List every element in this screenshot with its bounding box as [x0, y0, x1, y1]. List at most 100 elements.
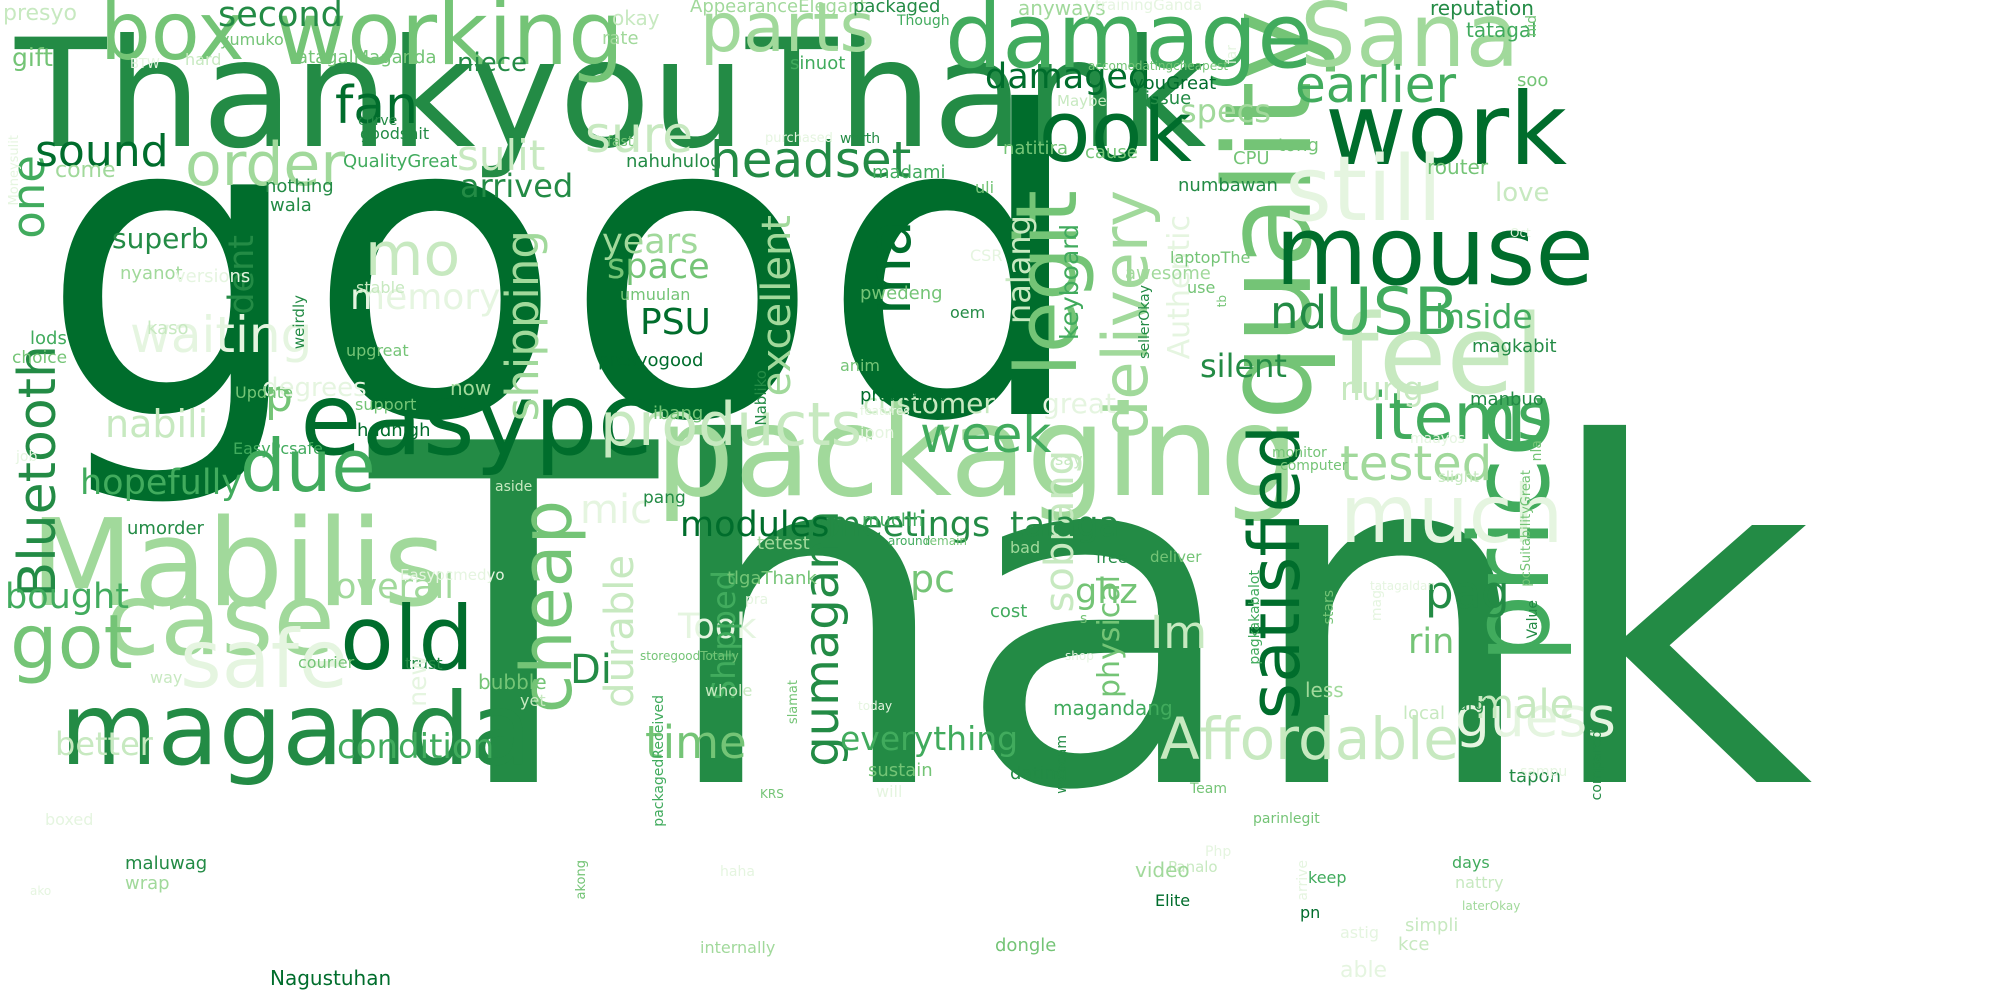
word-mabilis: Mabilis	[30, 495, 446, 634]
word-packaging: packaging	[655, 380, 1300, 525]
word-better: better	[55, 725, 153, 763]
word-tatagaldan: tatagaldan	[1370, 579, 1435, 593]
word-hard: hard	[185, 50, 222, 69]
word-computer: computer	[1280, 458, 1348, 474]
word-tong: tong	[1278, 135, 1319, 156]
word-s: s	[1080, 611, 1088, 627]
word-bluetooth: Bluetooth	[8, 345, 68, 598]
word-sana: Sana	[1300, 0, 1520, 87]
word-yougreat: youGreat	[1133, 73, 1217, 94]
word-pwedeng: pwedeng	[860, 283, 943, 304]
word-bad: bad	[1010, 538, 1041, 557]
word-natitira: natitira	[1003, 138, 1068, 159]
word-versions: versions	[175, 266, 251, 287]
word-anim: anim	[840, 356, 880, 375]
word-waiting: waiting	[130, 306, 313, 364]
word-nabili: nabili	[105, 402, 209, 446]
word-upgreat: upgreat	[346, 341, 409, 360]
word-modules: modules	[680, 505, 830, 545]
word-argb: argb	[1458, 695, 1495, 714]
word-astig: astig	[1340, 923, 1380, 942]
word-pcsuitabilitygreat: pcSuitabilityGreat	[1519, 470, 1534, 587]
word-got: got	[10, 598, 133, 686]
word-fan: fan	[335, 76, 419, 136]
word-ako: ako	[30, 884, 52, 898]
word-wrap: wrap	[125, 873, 170, 894]
word-nd: nd	[1270, 286, 1328, 339]
word-thankyouthank: ThankyouThank	[15, 8, 1207, 182]
word-aside: aside	[495, 479, 533, 495]
word-umorder: umorder	[127, 518, 204, 539]
word-video: video	[1135, 858, 1190, 882]
word-value: Value	[1525, 600, 1541, 639]
word-manbuo: manbuo	[1470, 389, 1544, 410]
word-shipping: shipping	[496, 230, 549, 422]
word-kce: kce	[1398, 934, 1430, 955]
word-stable: stable	[356, 278, 405, 297]
word-numbawan: numbawan	[1178, 175, 1278, 196]
word-storegoodtotally: storegoodTotally	[640, 649, 739, 663]
word-gift: gift	[12, 43, 53, 72]
word-internally: internally	[700, 938, 776, 957]
word-team: Team	[1190, 781, 1228, 797]
word-nagustuhan: Nagustuhan	[270, 966, 392, 990]
word-dongle: dongle	[995, 935, 1057, 956]
word-monitor: monitor	[1272, 445, 1327, 461]
word-sound: sound	[35, 126, 169, 177]
word-laterokay: laterOkay	[1462, 899, 1521, 913]
word-tlgathank: tlgaThank	[727, 568, 817, 589]
word-update: Update	[235, 383, 293, 402]
word-sure: sure	[585, 106, 693, 164]
word-boxed: boxed	[45, 810, 94, 829]
word-kaso: kaso	[147, 318, 189, 339]
word-simpli: simpli	[1405, 915, 1459, 936]
word-rin: rin	[1408, 622, 1455, 662]
word-tatagalmaganda: tatagalMaganda	[290, 47, 437, 68]
word-great: great	[1042, 387, 1117, 420]
word-still: still	[1285, 137, 1443, 242]
word-shop: shop	[1065, 649, 1094, 663]
word-tetest: tetest	[757, 533, 810, 554]
word-headset: headset	[710, 131, 912, 189]
word-talaga: talaga	[1010, 505, 1121, 545]
word-psu: PSU	[640, 302, 711, 343]
word-packagedreceived: packagedReceived	[651, 695, 667, 827]
word-features: features	[860, 404, 910, 418]
word-oct: Oct	[1510, 226, 1531, 240]
word-ghz: ghz	[1075, 572, 1138, 612]
word-courier: courier	[298, 653, 355, 672]
word-bought: bought	[5, 577, 129, 617]
word-pag: pag	[1425, 566, 1510, 619]
word-arrived: arrived	[460, 167, 574, 205]
word-tb: tb	[1215, 295, 1229, 308]
word-condition: condition	[337, 727, 495, 767]
word-pang: pang	[643, 488, 686, 508]
word-damage: damage	[945, 0, 1313, 89]
word-customer: customer	[863, 387, 995, 420]
word-today: today	[858, 699, 893, 713]
word-packaged: packaged	[853, 0, 941, 17]
word-easypc: easypc	[300, 361, 653, 478]
word-damaged: damaged	[985, 57, 1151, 97]
word-will: will	[876, 782, 903, 801]
word-week: week	[920, 406, 1052, 464]
word-sellerokay: sellerOkay	[1137, 285, 1153, 359]
word-haha: haha	[720, 864, 755, 880]
word-keep: keep	[1308, 868, 1347, 887]
word-use: use	[1187, 278, 1216, 297]
word-look: look	[1015, 83, 1192, 182]
word-reputation: reputation	[1430, 0, 1534, 20]
word-presyogood: presyogood	[598, 350, 704, 371]
word-fast: fast	[607, 134, 634, 150]
word-good: good	[40, 25, 1088, 514]
word-easypcmedyo: Easypcmedyo	[400, 566, 505, 584]
word-mag: mag	[1369, 590, 1385, 622]
word-akong: akong	[574, 860, 589, 900]
word-issue: issue	[1145, 88, 1192, 109]
word-elite: Elite	[1155, 891, 1191, 910]
word-maayos: maayos	[1410, 431, 1465, 447]
word-anyways: anyways	[1018, 0, 1106, 20]
word-parinlegit: parinlegit	[1253, 811, 1320, 827]
word-cost: cost	[990, 601, 1028, 622]
word-uli: uli	[975, 178, 995, 197]
